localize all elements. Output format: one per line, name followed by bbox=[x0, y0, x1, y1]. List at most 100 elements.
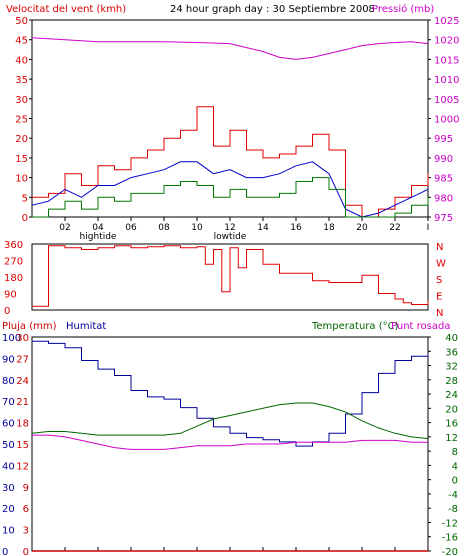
wind-tick-label: 50 bbox=[15, 16, 28, 27]
humidity-tick-label: 70 bbox=[2, 397, 15, 408]
humidity-tick-label: 60 bbox=[2, 419, 15, 430]
temperature-axis-label: Temperatura (°C) bbox=[311, 321, 399, 332]
humidity-tick-label: 30 bbox=[2, 483, 15, 494]
pressure-axis-label: Pressió (mb) bbox=[372, 3, 434, 15]
compass-label: N bbox=[436, 242, 443, 253]
compass-label: E bbox=[436, 292, 442, 303]
direction-plot-frame bbox=[31, 243, 429, 311]
direction-tick-label: 0 bbox=[4, 306, 10, 317]
x-tick-label: I bbox=[427, 223, 430, 233]
humidity-tick-label: 100 bbox=[2, 333, 21, 344]
temperature-tick-label: 12 bbox=[445, 433, 458, 444]
temperature-tick-label: 16 bbox=[445, 419, 458, 430]
pressure-tick-label: 980 bbox=[434, 193, 453, 204]
dewpoint-line bbox=[32, 434, 428, 450]
pressure-tick-label: 1015 bbox=[434, 55, 459, 66]
rain-tick-label: 0 bbox=[23, 547, 29, 556]
wind-axis-label: Velocitat del vent (kmh) bbox=[6, 4, 126, 15]
temperature-tick-label: -20 bbox=[442, 547, 458, 556]
temperature-tick-label: 32 bbox=[445, 362, 458, 373]
temperature-tick-label: 4 bbox=[452, 461, 458, 472]
pressure-tick-label: 985 bbox=[434, 174, 453, 185]
rain-tick-label: 27 bbox=[16, 354, 29, 365]
x-tick-label: 04 bbox=[92, 223, 104, 233]
humidity-tick-label: 0 bbox=[2, 547, 8, 556]
temperature-tick-label: -16 bbox=[442, 533, 458, 544]
x-tick-label: 12 bbox=[224, 223, 235, 233]
pressure-tick-label: 995 bbox=[434, 134, 453, 145]
humidity-axis-label: Humitat bbox=[66, 321, 106, 332]
x-tick-label: 10 bbox=[191, 223, 203, 233]
temperature-tick-label: 40 bbox=[445, 333, 458, 344]
temperature-tick-label: 36 bbox=[445, 347, 458, 358]
pressure-tick-label: 1005 bbox=[434, 95, 459, 106]
pressure-tick-label: 1025 bbox=[434, 16, 459, 27]
x-tick-label: 22 bbox=[389, 223, 400, 233]
humidity-tick-label: 10 bbox=[2, 526, 15, 537]
direction-tick-label: 270 bbox=[4, 257, 23, 268]
x-tick-label: 18 bbox=[323, 223, 335, 233]
compass-label: N bbox=[436, 308, 443, 319]
rain-tick-label: 6 bbox=[23, 504, 29, 515]
wind-direction-line bbox=[32, 245, 429, 307]
pressure-line bbox=[31, 37, 429, 60]
wind-tick-label: 30 bbox=[15, 95, 28, 106]
pressure-tick-label: 975 bbox=[434, 213, 453, 224]
temperature-tick-label: -8 bbox=[448, 504, 458, 515]
rain-tick-label: 9 bbox=[23, 483, 29, 494]
wind-tick-label: 40 bbox=[15, 55, 28, 66]
dewpoint-axis-label: Punt rosada bbox=[391, 321, 450, 332]
rain-tick-label: 18 bbox=[16, 419, 29, 430]
temperature-line bbox=[31, 402, 429, 440]
temperature-tick-label: 8 bbox=[452, 447, 458, 458]
wind-gust-line bbox=[32, 106, 429, 218]
wind-tick-label: 5 bbox=[22, 193, 28, 204]
humidity-tick-label: 80 bbox=[2, 376, 15, 387]
rain-tick-label: 12 bbox=[16, 461, 29, 472]
wind-min-line bbox=[32, 177, 429, 218]
temperature-tick-label: -12 bbox=[442, 518, 458, 529]
humidity-tick-label: 90 bbox=[2, 354, 15, 365]
temperature-tick-label: 28 bbox=[445, 376, 458, 387]
pressure-tick-label: 1020 bbox=[434, 36, 459, 47]
direction-tick-label: 90 bbox=[4, 290, 17, 301]
rain-tick-label: 21 bbox=[16, 397, 29, 408]
pressure-tick-label: 990 bbox=[434, 154, 453, 165]
rain-axis-label: Pluja (mm) bbox=[2, 321, 57, 332]
wind-tick-label: 35 bbox=[15, 75, 28, 86]
wind-tick-label: 25 bbox=[15, 115, 28, 126]
direction-tick-label: 180 bbox=[4, 273, 23, 284]
wind-tick-label: 10 bbox=[15, 174, 28, 185]
wind-tick-label: 20 bbox=[15, 134, 28, 145]
temperature-tick-label: -4 bbox=[448, 490, 458, 501]
humidity-tick-label: 40 bbox=[2, 461, 15, 472]
x-tick-label: 14 bbox=[257, 223, 269, 233]
rain-tick-label: 30 bbox=[16, 333, 29, 344]
x-tick-label: 16 bbox=[290, 223, 302, 233]
temperature-tick-label: 24 bbox=[445, 390, 458, 401]
x-tick-label: 06 bbox=[125, 223, 137, 233]
compass-label: W bbox=[436, 259, 446, 270]
compass-label: S bbox=[436, 275, 442, 286]
wind-tick-label: 0 bbox=[22, 213, 28, 224]
rain-tick-label: 15 bbox=[16, 440, 29, 451]
humidity-tick-label: 50 bbox=[2, 440, 15, 451]
x-tick-label: 02 bbox=[59, 223, 70, 233]
wind-tick-label: 15 bbox=[15, 154, 28, 165]
temperature-tick-label: 20 bbox=[445, 404, 458, 415]
pressure-tick-label: 1010 bbox=[434, 75, 459, 86]
humidity-line bbox=[32, 340, 429, 447]
chart-title: 24 hour graph day : 30 Septiembre 2008 bbox=[170, 4, 375, 15]
direction-tick-label: 360 bbox=[4, 240, 23, 251]
rain-tick-label: 3 bbox=[23, 526, 29, 537]
pressure-tick-label: 1000 bbox=[434, 115, 459, 126]
wind-tick-label: 45 bbox=[15, 36, 28, 47]
temperature-tick-label: 0 bbox=[452, 476, 458, 487]
humidity-tick-label: 20 bbox=[2, 504, 15, 515]
tide-label: lowtide bbox=[214, 232, 247, 242]
rain-tick-label: 24 bbox=[16, 376, 29, 387]
wind-plot-frame bbox=[31, 19, 429, 218]
climate-plot-frame bbox=[31, 336, 429, 552]
